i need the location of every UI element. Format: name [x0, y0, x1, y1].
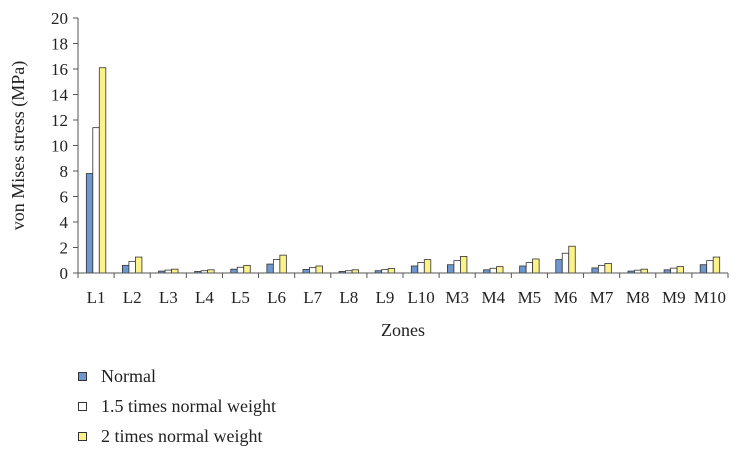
bar-m7-series-1	[597, 264, 606, 274]
y-tick-label: 20	[51, 9, 68, 28]
x-tick-label: L7	[303, 288, 322, 307]
x-tick-label: L9	[375, 288, 394, 307]
bar-m10-series-0	[699, 264, 708, 274]
y-tick-label: 0	[60, 264, 69, 283]
legend-swatch-normal	[78, 371, 87, 381]
bar-l7-series-1	[309, 267, 317, 274]
bar-m6-series-2	[568, 245, 576, 274]
legend-item-normal: Normal	[78, 366, 276, 386]
y-axis-label: von Mises stress (MPa)	[8, 61, 29, 231]
y-tick-label: 16	[51, 60, 68, 79]
legend-item-2x: 2 times normal weight	[78, 426, 276, 446]
bar-l2-series-0	[122, 264, 130, 274]
y-axis-ticks: 0 2 4 6 8 10 12 14 16 18 20	[51, 9, 78, 283]
bar-l9-series-2	[387, 268, 396, 274]
x-tick-label: M10	[694, 288, 726, 307]
bar-l2-series-1	[128, 261, 136, 274]
bar-m6-series-1	[561, 252, 570, 274]
x-tick-label: L4	[195, 288, 214, 307]
bar-m4-series-1	[489, 267, 497, 274]
x-tick-label: L5	[231, 288, 250, 307]
bar-m5-series-0	[519, 265, 527, 274]
x-axis-label: Zones	[381, 320, 425, 340]
bar-m4-series-2	[496, 266, 504, 274]
bar-series	[85, 67, 721, 274]
y-tick-label: 4	[60, 213, 69, 232]
bar-l6-series-0	[266, 263, 274, 274]
bar-l1-series-0	[85, 173, 94, 274]
y-tick-label: 18	[51, 35, 68, 54]
x-tick-label: M5	[518, 288, 542, 307]
x-tick-label: L10	[407, 288, 434, 307]
bar-m10-series-2	[712, 256, 721, 274]
x-tick-label: L3	[159, 288, 178, 307]
bar-l6-series-2	[279, 254, 287, 274]
x-tick-label: M6	[554, 288, 578, 307]
bar-m3-series-1	[453, 260, 461, 274]
bar-m5-series-1	[525, 262, 534, 274]
bar-l10-series-1	[417, 262, 425, 274]
legend-label-1-5x: 1.5 times normal weight	[101, 395, 276, 416]
bar-chart: 0 2 4 6 8 10 12 14 16 18 20 L1 L2 L3 L4 L5 L6 L7 L8 L9 L10 M…	[8, 9, 729, 340]
bar-l7-series-0	[302, 269, 310, 274]
x-tick-label: M8	[626, 288, 650, 307]
x-tick-label: L1	[87, 288, 106, 307]
legend-label-normal: Normal	[101, 365, 156, 386]
bar-l7-series-2	[315, 265, 323, 274]
bar-m6-series-0	[555, 259, 563, 274]
legend-swatch-2x	[78, 431, 87, 441]
bar-m3-series-0	[447, 264, 455, 274]
y-tick-label: 2	[60, 239, 69, 258]
bar-l1-series-2	[98, 67, 107, 274]
y-tick-label: 14	[51, 86, 69, 105]
bar-l9-series-1	[381, 269, 389, 274]
bar-l5-series-0	[230, 268, 238, 274]
legend-swatch-1-5x	[78, 401, 87, 411]
bar-m8-series-2	[640, 268, 648, 274]
y-tick-label: 10	[51, 137, 68, 156]
bar-l5-series-2	[243, 264, 251, 274]
x-tick-label: M9	[662, 288, 686, 307]
x-tick-label: L6	[267, 288, 286, 307]
bar-l10-series-0	[410, 265, 419, 274]
legend-item-1-5x: 1.5 times normal weight	[78, 396, 276, 416]
y-tick-label: 8	[60, 162, 69, 181]
legend: Normal 1.5 times normal weight 2 times n…	[78, 366, 276, 456]
bar-l3-series-2	[171, 268, 179, 274]
bar-m9-series-1	[670, 267, 678, 274]
x-tick-label: M4	[481, 288, 505, 307]
bar-m5-series-2	[532, 258, 540, 274]
bar-m7-series-0	[591, 267, 599, 274]
x-axis-ticks: L1 L2 L3 L4 L5 L6 L7 L8 L9 L10 M3 M4 M5 M6 M7 M8 M9 M10	[77, 273, 729, 307]
bar-m9-series-2	[676, 266, 684, 274]
legend-label-2x: 2 times normal weight	[101, 425, 263, 446]
bar-l5-series-1	[236, 266, 245, 274]
bar-l10-series-2	[423, 259, 432, 274]
bar-m3-series-2	[460, 256, 468, 274]
y-tick-label: 12	[51, 111, 68, 130]
y-tick-label: 6	[60, 188, 69, 207]
x-tick-label: L2	[123, 288, 142, 307]
bar-m10-series-1	[706, 260, 714, 274]
bar-l6-series-1	[272, 259, 281, 274]
x-tick-label: M7	[590, 288, 614, 307]
bar-m7-series-2	[604, 263, 612, 274]
x-tick-label: M3	[445, 288, 469, 307]
bar-l2-series-2	[135, 256, 143, 274]
x-tick-label: L8	[339, 288, 358, 307]
bar-l1-series-1	[92, 127, 100, 274]
